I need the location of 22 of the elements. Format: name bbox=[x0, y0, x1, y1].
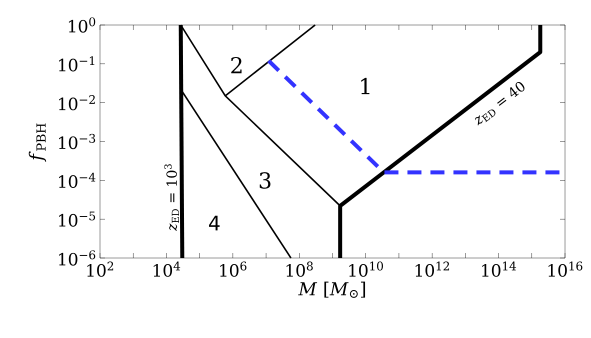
y-axis-title: f$_{PBH}$ bbox=[28, 123, 46, 162]
annotation: z$_{ED}$ = 10$^{3}$ bbox=[164, 164, 179, 232]
annotation: 3 bbox=[260, 172, 270, 189]
annotation: 2 bbox=[231, 56, 242, 74]
y-tick-label: 10$^{−4}$ bbox=[59, 172, 96, 188]
annotation: z$_{ED}$ = 40 bbox=[474, 82, 524, 126]
x-tick-label: 10$^{6}$ bbox=[220, 262, 246, 277]
x-tick-label: 10$^{4}$ bbox=[154, 262, 180, 277]
y-tick-label: 10$^{0}$ bbox=[68, 17, 96, 33]
y-tick-label: 10$^{−3}$ bbox=[59, 134, 96, 150]
x-tick-label: 10$^{10}$ bbox=[349, 262, 383, 277]
x-tick-label: 10$^{12}$ bbox=[416, 262, 450, 277]
x-tick-label: 10$^{8}$ bbox=[286, 262, 313, 277]
y-tick-label: 10$^{−1}$ bbox=[59, 56, 94, 72]
x-tick-label: 10$^{14}$ bbox=[482, 262, 516, 277]
y-tick-label: 10$^{−2}$ bbox=[59, 95, 95, 110]
annotation: 4 bbox=[209, 216, 220, 230]
x-tick-label: 10$^{2}$ bbox=[87, 262, 114, 277]
annotation: 1 bbox=[361, 78, 370, 94]
x-axis-title: M [M$_{⊙}$] bbox=[298, 282, 366, 298]
y-tick-label: 10$^{−5}$ bbox=[59, 212, 96, 227]
x-tick-label: 10$^{16}$ bbox=[548, 262, 582, 277]
